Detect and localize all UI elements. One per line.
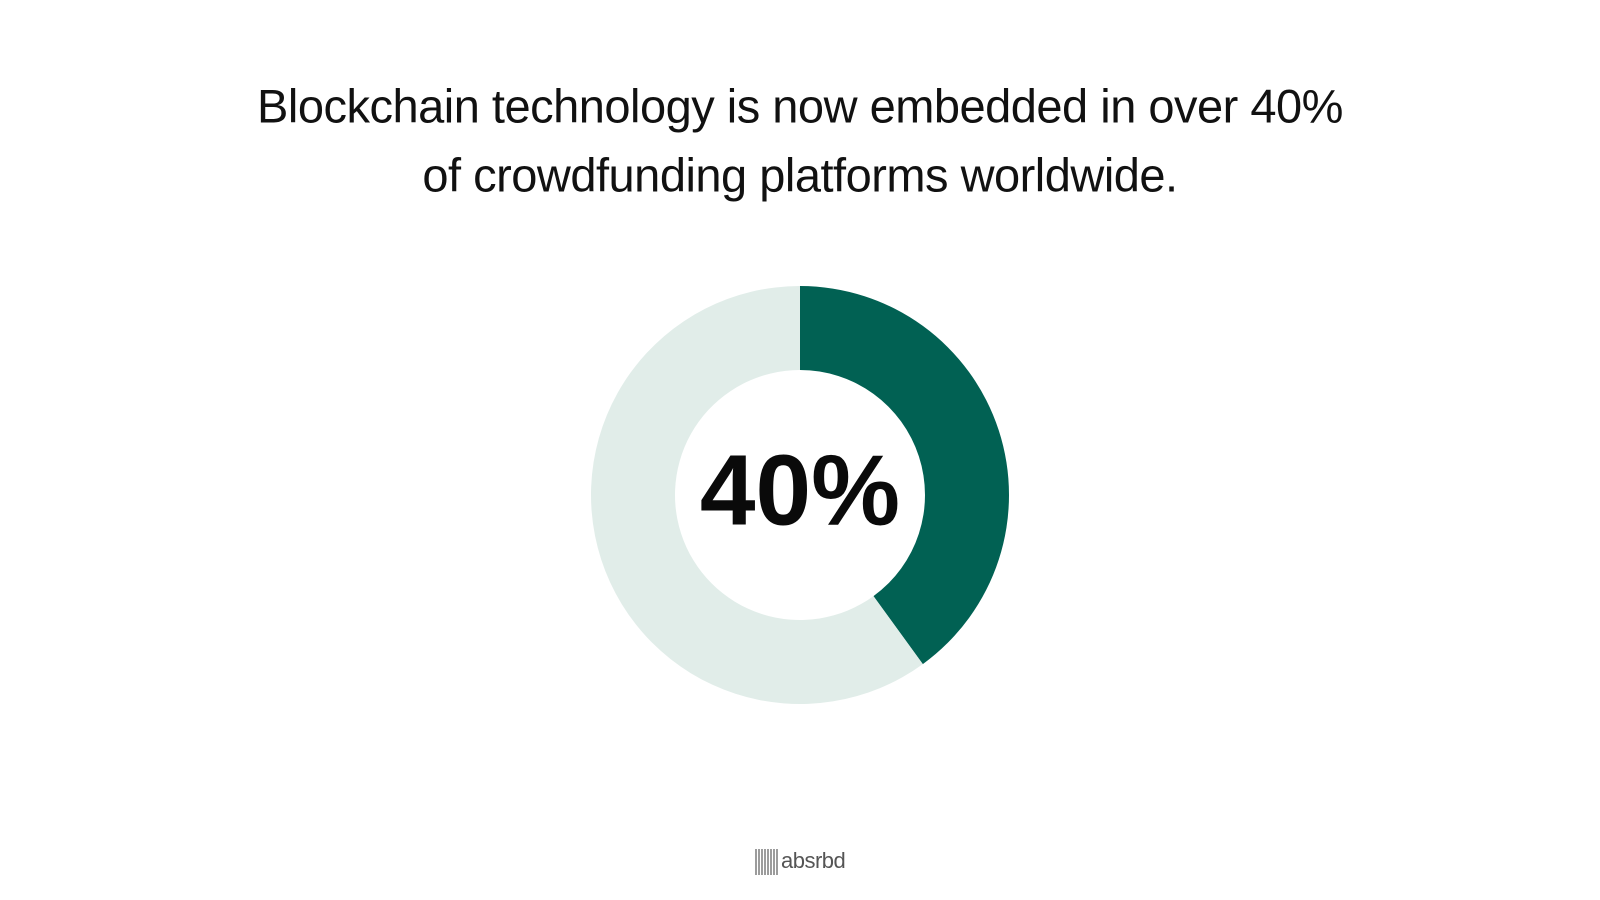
center-label: 40%: [700, 434, 900, 546]
brand-logo: [755, 849, 778, 875]
brand-name: absrbd: [781, 848, 845, 873]
chart-title: Blockchain technology is now embedded in…: [257, 79, 1343, 132]
donut-segment: [800, 286, 1009, 665]
donut-segment: [590, 286, 923, 704]
chart-title: of crowdfunding platforms worldwide.: [422, 148, 1177, 201]
donut: [590, 286, 1009, 704]
